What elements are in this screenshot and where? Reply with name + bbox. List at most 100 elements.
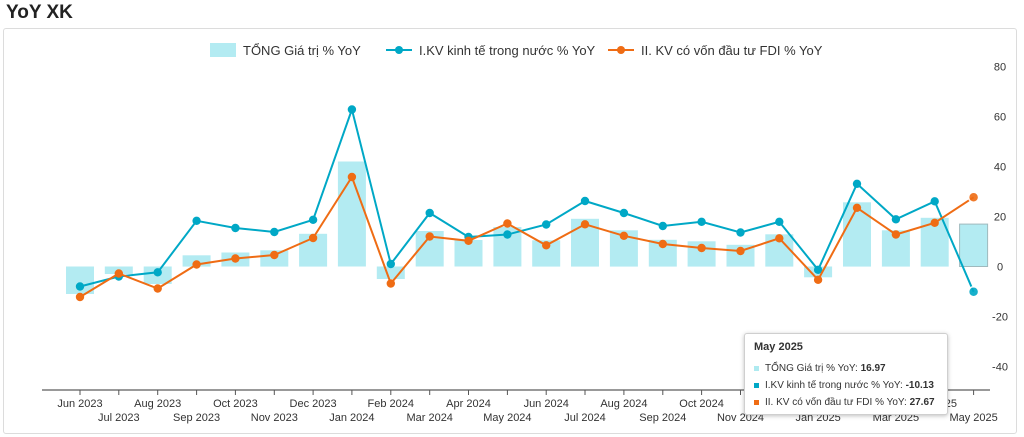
chart-legend[interactable]: TỔNG Giá trị % YoY I.KV kinh tế trong nướ…	[210, 43, 823, 58]
series-2-point	[75, 292, 85, 302]
series-1-point	[658, 221, 667, 231]
y-tick-label: -20	[992, 312, 1008, 324]
tooltip-row-domestic: I.KV kinh tế trong nước % YoY: -10.13	[754, 377, 938, 394]
page-title: YoY XK	[6, 2, 73, 23]
series-2-point	[114, 269, 124, 278]
series-2-point	[852, 203, 862, 212]
x-tick-label: Sep 2023	[173, 412, 220, 424]
series-1-point	[75, 282, 85, 291]
x-tick-label: Feb 2024	[368, 398, 414, 410]
series-1-point	[270, 227, 279, 237]
series-2-point	[503, 219, 512, 228]
x-tick-label: Jan 2025	[795, 412, 840, 424]
series-1-point	[192, 216, 201, 225]
series-1-point	[619, 208, 629, 218]
x-tick-label: Nov 2024	[717, 412, 764, 424]
tooltip-title: May 2025	[754, 341, 803, 353]
series-2-point	[270, 250, 279, 260]
series-2-point	[464, 236, 473, 245]
y-tick-label: 60	[994, 112, 1006, 124]
y-tick-label: 40	[994, 162, 1006, 174]
x-tick-label: Jul 2023	[98, 412, 140, 424]
x-tick-label: Mar 2025	[873, 412, 919, 424]
series-1-point	[580, 196, 590, 206]
y-tick-label: 0	[997, 262, 1003, 274]
series-1-point	[308, 215, 318, 224]
series-2-point	[619, 231, 629, 240]
y-tick-label: -40	[992, 362, 1008, 374]
series-1-point	[425, 208, 434, 218]
x-tick-label: Nov 2023	[251, 412, 298, 424]
x-tick-label: Oct 2024	[679, 398, 724, 410]
series-1-point	[153, 268, 162, 277]
series-2-point	[658, 239, 667, 249]
x-tick-label: Aug 2024	[600, 398, 647, 410]
series-2-point	[308, 233, 318, 243]
series-2-point	[580, 220, 590, 229]
legend-label: I.KV kinh tế trong nước % YoY	[419, 43, 596, 58]
tooltip-value: -10.13	[905, 380, 934, 391]
series-2-point	[736, 246, 745, 256]
series-2-point	[967, 191, 980, 204]
bar-may-2025	[959, 223, 989, 268]
y-tick-label: 20	[994, 212, 1006, 224]
line-series	[75, 105, 980, 302]
legend-label: TỔNG Giá trị % YoY	[243, 43, 361, 58]
x-tick-label: Jun 2023	[57, 398, 102, 410]
series-2-point	[231, 254, 240, 263]
series-1-point	[347, 105, 357, 114]
tooltip-label: II. KV có vốn đầu tư FDI % YoY:	[765, 397, 907, 408]
tooltip-swatch	[754, 399, 759, 405]
legend-swatch-point	[395, 46, 403, 54]
bar-series	[66, 161, 989, 294]
series-2-point	[930, 218, 939, 227]
series-2-point	[347, 172, 357, 182]
x-axis: Jun 2023 Jul 2023 Aug 2023 Sep 2023 Oct 2023…	[42, 389, 998, 424]
x-tick-label: Jul 2024	[564, 412, 606, 424]
tooltip-swatch	[754, 382, 759, 388]
series-line-1	[79, 106, 975, 293]
series-1-point	[386, 259, 395, 269]
series-1-point	[930, 197, 939, 206]
series-1-point	[813, 265, 823, 274]
tooltip-row-total: TỔNG Giá trị % YoY: 16.97	[754, 360, 938, 377]
series-2-point	[813, 275, 823, 284]
x-tick-label: May 2025	[949, 412, 997, 424]
series-1-point	[967, 286, 980, 298]
x-tick-label: May 2024	[483, 412, 531, 424]
series-1-point	[503, 230, 512, 239]
legend-swatch-total	[210, 43, 236, 57]
series-1-point	[736, 228, 745, 237]
series-2-point	[153, 284, 162, 293]
series-2-point	[425, 232, 434, 241]
x-tick-label: Jan 2024	[329, 412, 374, 424]
series-1-point	[231, 223, 240, 233]
x-tick-label: Aug 2023	[134, 398, 181, 410]
series-1-point	[891, 215, 901, 224]
series-2-point	[542, 241, 551, 250]
y-tick-label: 80	[994, 62, 1006, 74]
series-line-2	[79, 174, 975, 298]
series-2-point	[775, 234, 784, 243]
x-tick-label: Jun 2024	[524, 398, 569, 410]
tooltip-swatch	[754, 365, 759, 371]
series-2-point	[192, 260, 201, 269]
legend-swatch-point	[617, 46, 625, 54]
tooltip-label: TỔNG Giá trị % YoY:	[765, 363, 858, 374]
series-1-point	[697, 217, 706, 226]
series-1-point	[852, 179, 862, 188]
series-1-point	[775, 217, 784, 226]
tooltip-label: I.KV kinh tế trong nước % YoY:	[765, 380, 903, 391]
series-2-point	[891, 230, 901, 239]
chart-tooltip: May 2025 TỔNG Giá trị % YoY: 16.97 I.KV …	[744, 333, 948, 415]
legend-label: II. KV có vốn đầu tư FDI % YoY	[641, 43, 823, 58]
series-2-point	[697, 243, 706, 253]
tooltip-value: 27.67	[909, 397, 935, 408]
series-2-point	[386, 279, 395, 288]
x-tick-label: Sep 2024	[639, 412, 686, 424]
series-1-point	[542, 220, 551, 229]
x-tick-label: Dec 2023	[290, 398, 337, 410]
x-tick-label: Apr 2024	[446, 398, 491, 410]
tooltip-value: 16.97	[860, 363, 886, 374]
